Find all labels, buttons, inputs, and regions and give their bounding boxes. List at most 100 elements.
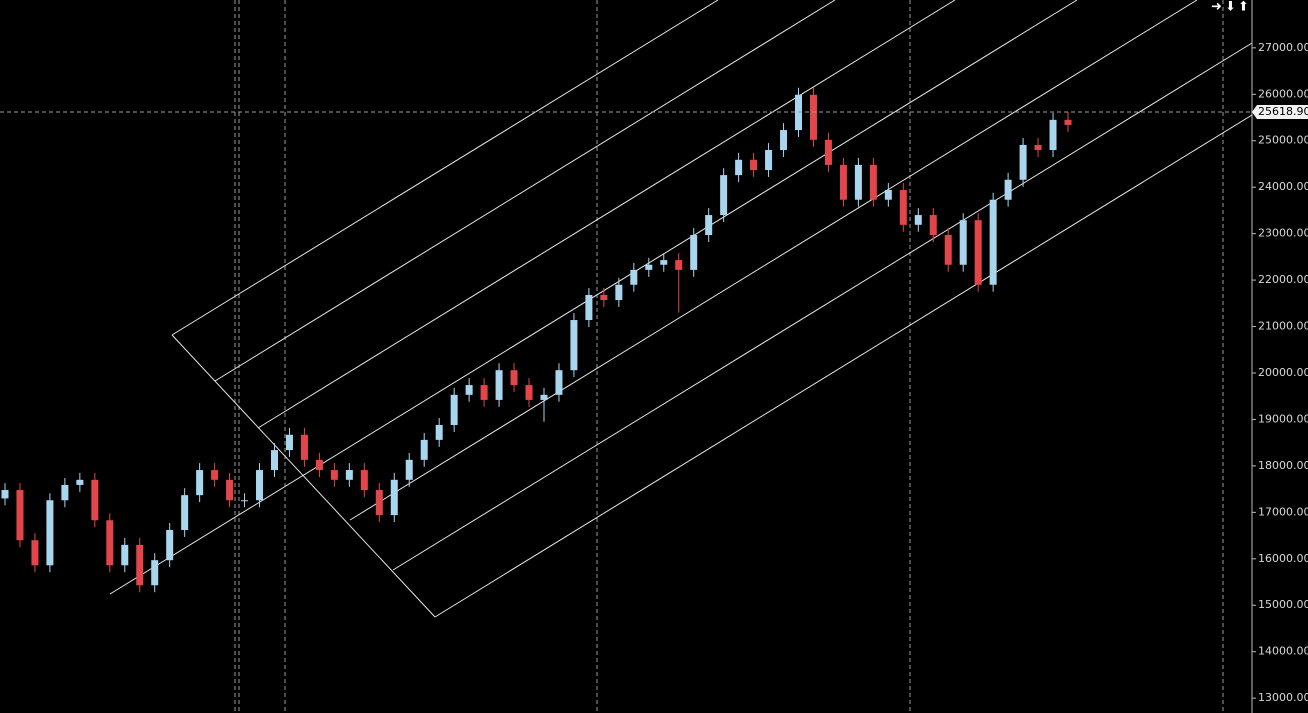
candle-body bbox=[121, 544, 129, 566]
candle-body bbox=[1, 490, 9, 499]
scroll-down-button[interactable]: ⬇ bbox=[1225, 0, 1236, 15]
candle-body bbox=[809, 94, 817, 140]
candle-body bbox=[375, 490, 383, 516]
y-tick-label: 26000.00 bbox=[1258, 87, 1308, 100]
candle-body bbox=[46, 500, 54, 566]
candle-body bbox=[196, 470, 204, 496]
candle-body bbox=[1019, 144, 1027, 180]
candle-body bbox=[345, 470, 353, 480]
pitchfork-line bbox=[171, 0, 719, 336]
candle-body bbox=[16, 490, 24, 541]
candle-body bbox=[226, 479, 234, 501]
y-tick-label: 19000.00 bbox=[1258, 412, 1308, 425]
candle-body bbox=[944, 235, 952, 265]
candle-body bbox=[959, 220, 967, 265]
toolbar: ➜ ⬇ ⬆ bbox=[1211, 0, 1249, 15]
y-tick-label: 17000.00 bbox=[1258, 505, 1308, 518]
candle-body bbox=[600, 294, 608, 301]
pitchfork-line bbox=[257, 0, 956, 429]
candle-body bbox=[615, 284, 623, 301]
candle-body bbox=[330, 470, 338, 480]
candle-body bbox=[585, 294, 593, 321]
candle-body bbox=[690, 235, 698, 270]
candle-body bbox=[390, 479, 398, 516]
candle-body bbox=[166, 529, 174, 561]
y-tick-label: 18000.00 bbox=[1258, 459, 1308, 472]
candle-body bbox=[181, 495, 189, 530]
candle-body bbox=[405, 459, 413, 480]
candle-body bbox=[61, 484, 69, 501]
candles bbox=[1, 87, 1072, 593]
price-axis: 13000.00 14000.00 15000.00 16000.00 17000.00… bbox=[1252, 41, 1308, 704]
y-tick-label: 15000.00 bbox=[1258, 598, 1308, 611]
pitchfork bbox=[109, 0, 1253, 618]
pitchfork-line bbox=[109, 0, 1078, 595]
candle-body bbox=[106, 520, 114, 566]
candle-body bbox=[705, 215, 713, 236]
y-tick-label: 23000.00 bbox=[1258, 227, 1308, 240]
candle-body bbox=[1004, 179, 1012, 200]
candle-body bbox=[241, 500, 249, 502]
candle-body bbox=[675, 260, 683, 270]
scroll-up-button[interactable]: ⬆ bbox=[1238, 0, 1249, 15]
y-tick-label: 20000.00 bbox=[1258, 366, 1308, 379]
candle-body bbox=[256, 470, 264, 501]
candle-body bbox=[869, 164, 877, 200]
y-tick-label: 25000.00 bbox=[1258, 134, 1308, 147]
scroll-right-button[interactable]: ➜ bbox=[1211, 0, 1222, 15]
last-price-tag bbox=[1252, 104, 1308, 119]
y-tick-label: 16000.00 bbox=[1258, 552, 1308, 565]
candle-body bbox=[735, 159, 743, 176]
pitchfork-handle bbox=[171, 334, 436, 618]
pitchfork-line bbox=[392, 42, 1253, 571]
candle-body bbox=[270, 450, 278, 471]
candle-body bbox=[750, 159, 758, 171]
candle-body bbox=[839, 164, 847, 200]
candle-body bbox=[645, 264, 653, 270]
candle-body bbox=[525, 385, 533, 400]
candle-body bbox=[824, 139, 832, 165]
time-markers bbox=[234, 0, 1224, 713]
candle-body bbox=[151, 560, 159, 586]
candle-body bbox=[720, 175, 728, 216]
y-tick-label: 22000.00 bbox=[1258, 273, 1308, 286]
candle-body bbox=[495, 370, 503, 400]
candle-body bbox=[765, 150, 773, 171]
y-tick-label: 13000.00 bbox=[1258, 691, 1308, 704]
candle-body bbox=[899, 189, 907, 225]
candle-body bbox=[315, 459, 323, 471]
candle-body bbox=[1049, 119, 1057, 151]
candle-body bbox=[929, 215, 937, 236]
y-tick-label: 27000.00 bbox=[1258, 41, 1308, 54]
candle-body bbox=[540, 394, 548, 400]
candle-body bbox=[884, 189, 892, 200]
candle-body bbox=[91, 479, 99, 521]
candle-body bbox=[1064, 119, 1072, 125]
candle-body bbox=[510, 370, 518, 386]
candle-body bbox=[31, 540, 39, 566]
candle-body bbox=[570, 320, 578, 371]
last-price-label: 25618.90 bbox=[1258, 105, 1308, 118]
candle-body bbox=[300, 434, 308, 460]
candle-body bbox=[555, 370, 563, 395]
candle-body bbox=[780, 130, 788, 151]
candle-body bbox=[420, 439, 428, 460]
candle-body bbox=[76, 479, 84, 485]
candle-body bbox=[989, 199, 997, 285]
y-tick-label: 24000.00 bbox=[1258, 180, 1308, 193]
pitchfork-line bbox=[434, 114, 1253, 618]
candle-body bbox=[435, 425, 443, 440]
candle-body bbox=[974, 220, 982, 285]
candle-body bbox=[136, 544, 144, 586]
candle-body bbox=[660, 260, 668, 265]
pitchfork-line bbox=[349, 0, 1198, 521]
candle-body bbox=[211, 470, 219, 480]
y-tick-label: 21000.00 bbox=[1258, 320, 1308, 333]
candle-body bbox=[480, 385, 488, 400]
candle-body bbox=[450, 394, 458, 426]
candle-body bbox=[630, 269, 638, 285]
candle-body bbox=[360, 470, 368, 491]
candle-body bbox=[465, 385, 473, 395]
candle-body bbox=[914, 215, 922, 225]
